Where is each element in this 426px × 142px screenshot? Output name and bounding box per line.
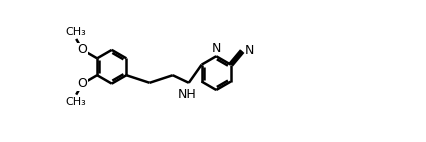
Text: CH₃: CH₃ bbox=[66, 27, 86, 37]
Text: NH: NH bbox=[177, 88, 196, 101]
Text: O: O bbox=[78, 43, 87, 56]
Text: CH₃: CH₃ bbox=[66, 97, 86, 107]
Text: N: N bbox=[245, 44, 254, 57]
Text: O: O bbox=[78, 77, 87, 90]
Text: N: N bbox=[212, 42, 221, 55]
